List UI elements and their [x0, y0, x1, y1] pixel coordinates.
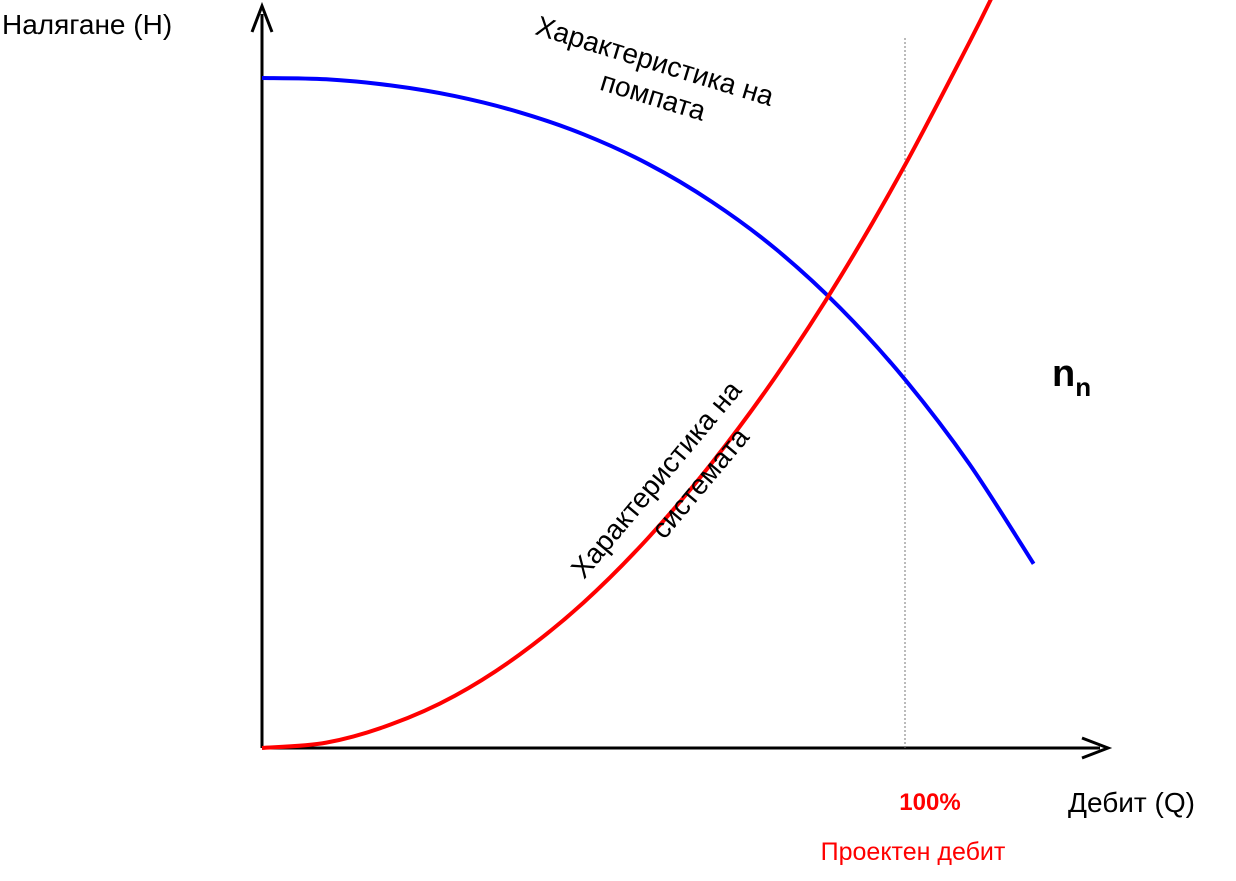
x-axis-label: Дебит (Q)	[1068, 787, 1195, 818]
y-axis-label: Налягане (H)	[2, 9, 172, 40]
x-axis-arrow	[1081, 736, 1113, 760]
system-curve-line	[261, 0, 993, 750]
speed-label-subscript: n	[1075, 372, 1091, 402]
pump-curve-line	[261, 76, 1036, 565]
system-curve-label: Характеристика на системата	[565, 374, 755, 583]
design-flow-label: Проектен дебит	[821, 838, 1006, 866]
speed-label: nn	[1052, 353, 1091, 402]
design-percent-label: 100%	[899, 789, 960, 816]
speed-label-main: n	[1052, 353, 1075, 395]
y-axis-arrow	[250, 1, 274, 33]
